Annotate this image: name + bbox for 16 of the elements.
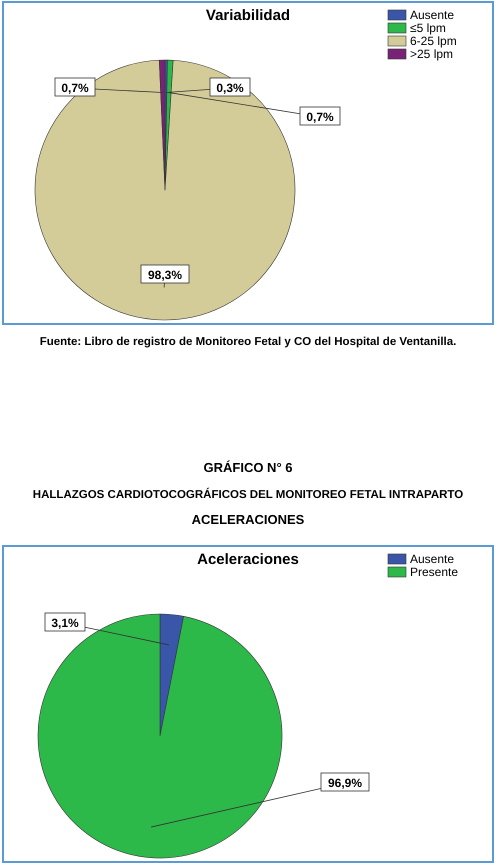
legend-label: Ausente — [410, 8, 454, 22]
data-label: 98,3% — [148, 268, 182, 282]
data-label: 96,9% — [328, 776, 362, 790]
legend-label: 6-25 lpm — [410, 34, 457, 48]
data-label: 0,7% — [306, 110, 334, 124]
chart-subtitle: GRÁFICO N° 6 HALLAZGOS CARDIOTOCOGRÁFICOS DEL MONITOREO FETAL INTRAPARTO ACELERACIONES — [32, 460, 464, 527]
legend-label: Presente — [410, 565, 458, 579]
source-note: Fuente: Libro de registro de Monitoreo Fetal y CO del Hospital de Ventanilla. — [40, 336, 456, 348]
data-label: 0,3% — [216, 81, 244, 95]
legend-label: Ausente — [410, 552, 454, 566]
legend-label: >25 lpm — [410, 47, 454, 61]
chart-title: Aceleraciones — [197, 551, 299, 568]
data-label: 3,1% — [51, 616, 79, 630]
data-label: 0,7% — [61, 81, 89, 95]
chart-title: Variabilidad — [206, 7, 290, 24]
legend-label: ≤5 lpm — [410, 21, 446, 35]
